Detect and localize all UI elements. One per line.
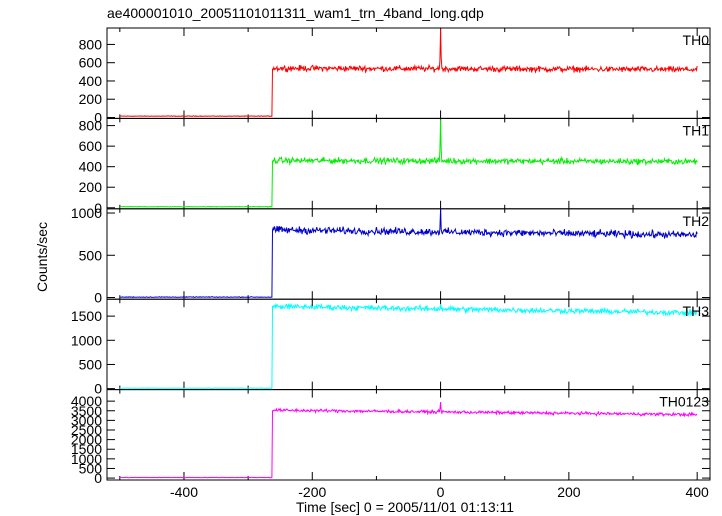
y-tick-label: 2000 [71, 432, 102, 448]
x-tick-label: 400 [685, 484, 709, 500]
y-tick-label: 1000 [71, 205, 102, 221]
panel-th0: 0 200 400 600 800 TH0 [79, 27, 711, 125]
y-tick-label: 0 [94, 109, 102, 125]
y-tick-label: 500 [79, 460, 103, 476]
y-tick-label: 1000 [71, 451, 102, 467]
y-tick-label: 800 [79, 36, 103, 52]
series-line-th1 [119, 119, 698, 208]
panel-th2: 0 500 1000 TH2 [71, 205, 711, 306]
panel-label: TH3 [683, 303, 710, 319]
y-tick-label: 0 [94, 381, 102, 397]
panel-label: TH0 [683, 32, 710, 48]
panel-frame [106, 208, 711, 300]
x-axis-title: Time [sec] 0 = 2005/11/01 01:13:11 [296, 499, 514, 515]
y-tick-label: 400 [79, 73, 103, 89]
y-tick-label: 4000 [71, 393, 102, 409]
panel-label: TH2 [683, 213, 710, 229]
y-tick-label: 1500 [71, 441, 102, 457]
x-tick-label: -400 [170, 484, 198, 500]
chart-title: ae400001010_20051101011311_wam1_trn_4ban… [107, 5, 484, 21]
y-tick-label: 1000 [71, 332, 102, 348]
panel-th1: 0 200 400 600 800 TH1 [79, 117, 711, 216]
panel-frame [106, 117, 711, 210]
panel-label: TH1 [683, 122, 710, 138]
y-tick-label: 0 [94, 290, 102, 306]
y-tick-label: 2500 [71, 422, 102, 438]
x-tick-label: 0 [437, 484, 445, 500]
y-tick-label: 500 [79, 356, 103, 372]
x-tick-label: 200 [557, 484, 581, 500]
y-tick-label: 400 [79, 159, 103, 175]
y-tick-label: 3000 [71, 412, 102, 428]
panel-th3: 0 500 1000 1500 TH3 [71, 298, 711, 397]
panel-frame [106, 389, 711, 481]
y-tick-label: 600 [79, 55, 103, 71]
panel-label: TH0123 [659, 394, 709, 410]
y-tick-label: 0 [94, 200, 102, 216]
y-tick-label: 600 [79, 138, 103, 154]
y-tick-label: 500 [79, 247, 103, 263]
series-line-th3 [119, 302, 698, 389]
y-tick-label: 1500 [71, 308, 102, 324]
y-tick-label: 0 [94, 470, 102, 486]
series-line-th0 [119, 28, 698, 118]
x-tick-labels: -400 -200 0 200 400 [170, 484, 709, 500]
y-tick-label: 200 [79, 91, 103, 107]
x-tick-label: -200 [298, 484, 326, 500]
panel-frame [106, 27, 711, 119]
y-axis-title: Counts/sec [34, 222, 50, 292]
series-line-th0123 [119, 402, 698, 479]
y-tick-label: 3500 [71, 403, 102, 419]
series-line-th2 [119, 208, 698, 299]
y-tick-label: 800 [79, 118, 103, 134]
y-tick-label: 200 [79, 179, 103, 195]
